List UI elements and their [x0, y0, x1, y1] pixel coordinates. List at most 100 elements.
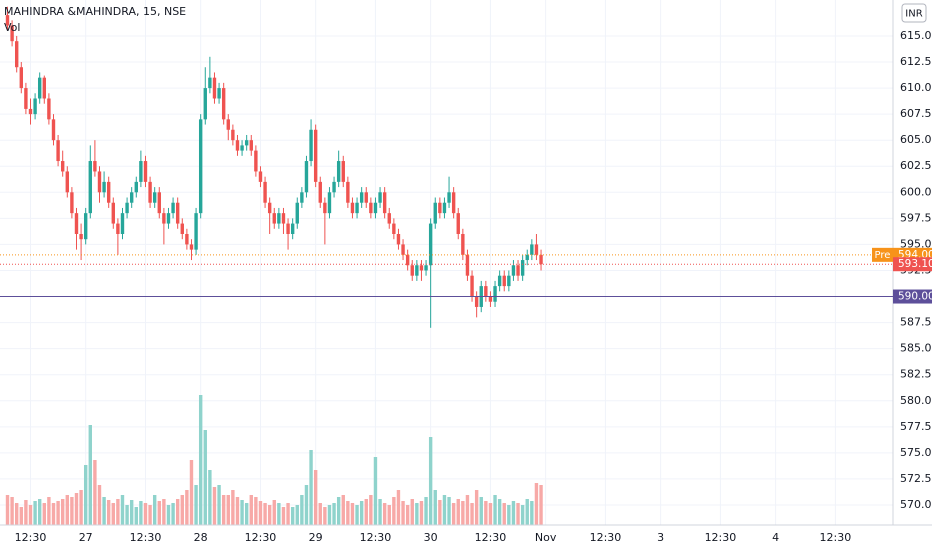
candle-body: [97, 171, 102, 193]
volume-bar: [438, 500, 442, 525]
volume-bar: [162, 499, 166, 525]
x-tick-label: 4: [772, 531, 779, 544]
currency[interactable]: INR: [905, 9, 922, 20]
price-tag-box: [872, 247, 893, 262]
candle-body: [497, 275, 502, 287]
candle-body: [111, 202, 115, 224]
price-tag: Pre: [875, 250, 891, 261]
y-tick-label: 602.50: [900, 159, 932, 172]
volume-bar: [116, 499, 120, 525]
candle-body: [162, 213, 166, 224]
volume-bar: [277, 503, 281, 525]
candle-body: [203, 88, 207, 120]
candle-body: [410, 265, 414, 276]
candle-body: [226, 119, 230, 130]
candle-body: [120, 213, 125, 234]
candle-body: [198, 119, 203, 214]
volume-bar: [327, 505, 332, 525]
y-tick-label: 577.50: [900, 420, 932, 433]
candle-body: [272, 213, 276, 224]
candle-body: [502, 275, 506, 287]
candle-body: [24, 88, 28, 109]
price-label-box: [893, 257, 932, 272]
volume-bar: [502, 503, 506, 525]
candle-body: [42, 77, 46, 99]
y-tick-label: 615.00: [900, 29, 932, 42]
candle-body: [258, 171, 263, 182]
volume-bar: [152, 495, 157, 525]
x-tick-label: 12:30: [820, 531, 852, 544]
volume-bar: [42, 503, 46, 525]
candle-body: [267, 202, 272, 214]
price-label-box: [893, 289, 932, 304]
candle-body: [14, 41, 19, 68]
candle-body: [484, 286, 488, 297]
candle-body: [336, 161, 341, 182]
y-tick-label: 587.50: [900, 316, 932, 329]
volume-bar: [497, 499, 502, 525]
volume-bar: [309, 450, 313, 525]
volume-bar: [355, 505, 359, 525]
candle-body: [295, 202, 299, 224]
candle-body: [369, 202, 373, 214]
volume-bar: [396, 490, 401, 525]
y-tick-label: 582.50: [900, 368, 932, 381]
candle-body: [313, 129, 318, 182]
volume-bar: [198, 395, 203, 525]
price-label: 593.10: [898, 258, 932, 270]
volume-bar: [51, 503, 56, 525]
candle-body: [47, 98, 51, 120]
y-tick-label: 595.00: [900, 237, 932, 250]
candle-body: [28, 108, 33, 115]
volume-bar: [378, 499, 382, 525]
candle-body: [465, 254, 470, 276]
volume-bar: [470, 503, 474, 525]
volume-bar: [180, 495, 184, 525]
volume-bar: [212, 487, 217, 525]
candle-body: [185, 233, 189, 245]
volume-bar: [5, 495, 10, 525]
volume-bar: [405, 505, 410, 525]
y-tick-label: 572.50: [900, 472, 932, 485]
candle-body: [539, 254, 543, 265]
candle-body: [56, 140, 60, 162]
volume-bar: [74, 493, 79, 525]
volume-bar: [254, 497, 258, 525]
candle-body: [139, 161, 143, 182]
candle-body: [166, 213, 171, 224]
x-tick-label: 29: [309, 531, 323, 544]
candle-body: [116, 223, 120, 234]
candle-body: [438, 202, 442, 214]
volume-bar: [33, 501, 37, 525]
volume-bar: [14, 503, 19, 525]
candle-body: [355, 202, 359, 214]
candle-body: [488, 296, 493, 302]
candle-body: [373, 202, 378, 214]
volume-bar: [175, 499, 180, 525]
volume-bar: [134, 507, 138, 525]
candle-body: [217, 88, 221, 99]
chart-title: MAHINDRA &MAHINDRA, 15, NSE: [4, 5, 186, 18]
volume-bar: [97, 485, 102, 525]
price-label: 594.00: [898, 249, 932, 261]
candle-body: [208, 77, 212, 89]
volume-bar: [350, 503, 355, 525]
volume-bar: [516, 503, 520, 525]
volume-bar: [474, 490, 479, 525]
volume-bar: [461, 501, 465, 525]
candle-body: [346, 181, 350, 203]
x-tick-label: 12:30: [15, 531, 47, 544]
volume-bar: [364, 499, 368, 525]
volume-bar: [479, 497, 483, 525]
volume-bar: [419, 501, 424, 525]
candle-body: [129, 192, 134, 203]
y-tick-label: 580.00: [900, 394, 932, 407]
candle-body: [456, 213, 460, 234]
volume-bar: [226, 495, 230, 525]
volume-bar: [56, 501, 60, 525]
currency-box[interactable]: [901, 3, 927, 23]
volume-bar: [387, 505, 391, 525]
volume-bar: [281, 507, 286, 525]
volume-bar: [37, 499, 42, 525]
